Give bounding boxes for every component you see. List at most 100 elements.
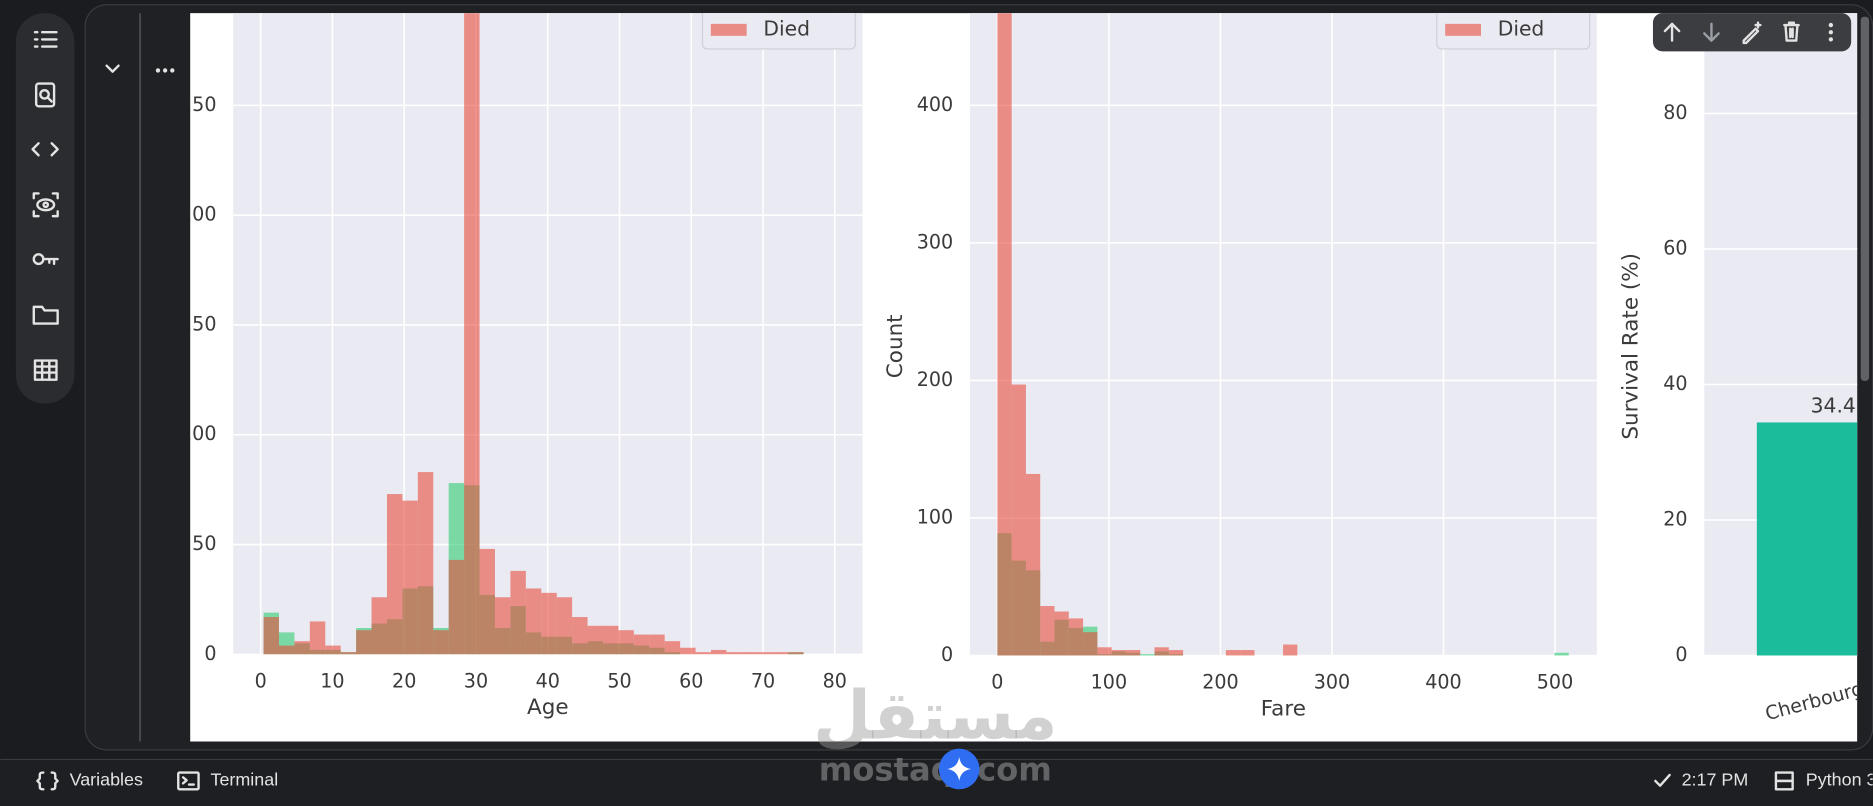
y-tick-label: 0	[204, 642, 216, 665]
legend-label: Died	[1498, 16, 1545, 40]
histogram-bar	[726, 652, 742, 655]
move-down[interactable]	[1703, 22, 1720, 42]
histogram-bar	[633, 634, 650, 655]
sidebar-icons	[31, 31, 59, 381]
plot-marks	[1756, 422, 1858, 656]
histogram-bar	[618, 630, 634, 655]
toolbar-more[interactable]	[1828, 22, 1834, 42]
runtime-icon[interactable]	[1774, 771, 1794, 791]
histogram-bar	[417, 472, 434, 655]
y-tick-label: 0	[941, 643, 953, 666]
watermark-arabic: مستقل	[813, 677, 1058, 755]
y-tick-label: 150	[180, 312, 216, 335]
x-tick-label: 300	[1314, 671, 1350, 694]
histogram-bar	[602, 625, 619, 655]
data-icon[interactable]	[33, 359, 58, 381]
collapse-button[interactable]	[105, 64, 120, 73]
histogram-bar	[741, 652, 758, 655]
y-tick-label: 200	[917, 368, 953, 391]
histogram-bar	[1054, 611, 1069, 656]
variables-icon[interactable]	[36, 771, 59, 791]
histogram-bar	[587, 625, 603, 655]
y-tick-label: 60	[1663, 236, 1687, 259]
histogram-bar	[649, 634, 665, 655]
y-tick-label: 0	[1675, 643, 1687, 666]
y-axis-label: Survival Rate (%)	[1618, 253, 1643, 440]
inspect-icon[interactable]	[32, 192, 59, 218]
terminal-icon[interactable]	[177, 771, 200, 791]
x-tick-label: 70	[751, 669, 775, 692]
y-tick-label: 50	[192, 532, 216, 555]
status-items: Variables Terminal 2:17 PM Python 3	[36, 770, 1873, 791]
histogram-bar	[494, 597, 511, 655]
terminal-button[interactable]: Terminal	[211, 770, 279, 790]
x-tick-label: 50	[607, 669, 631, 692]
assistant-icon	[947, 757, 972, 781]
x-tick-label: 0	[991, 671, 1003, 694]
code-icon[interactable]	[31, 142, 59, 157]
histogram-bar	[1168, 650, 1184, 656]
histogram-bar	[1068, 618, 1084, 656]
histogram-bar	[386, 494, 403, 655]
scrollbar[interactable]	[1860, 16, 1870, 381]
status-bar	[0, 759, 1873, 806]
histogram-bar	[1025, 473, 1041, 656]
secrets-icon[interactable]	[32, 253, 59, 266]
histogram-bar	[479, 548, 495, 655]
x-tick-label: 10	[320, 669, 344, 692]
histogram-bar	[1111, 650, 1126, 656]
move-up[interactable]	[1663, 22, 1681, 42]
histogram-bar	[1154, 647, 1169, 656]
x-tick-label: 80	[823, 669, 847, 692]
histogram-bar	[1011, 384, 1026, 656]
variables-button[interactable]: Variables	[70, 770, 143, 790]
find-icon[interactable]	[34, 82, 56, 108]
delete[interactable]	[1783, 21, 1800, 42]
x-axis-label: Fare	[1261, 696, 1306, 721]
x-tick-label: 400	[1425, 671, 1461, 694]
bar	[1756, 422, 1858, 656]
toc-icon[interactable]	[33, 31, 58, 48]
watermark-latin: mostaql.com	[819, 750, 1052, 788]
y-tick-label: 20	[1663, 508, 1687, 531]
histogram-bar	[340, 652, 357, 655]
histogram-bar	[278, 645, 295, 655]
edit[interactable]	[1742, 21, 1762, 45]
histogram-bar	[1240, 650, 1255, 656]
more-button[interactable]	[155, 68, 175, 73]
plot-marks	[997, 13, 1569, 656]
files-icon[interactable]	[32, 305, 59, 325]
histogram-bar	[572, 617, 588, 655]
x-tick-label: 0	[255, 669, 267, 692]
y-tick-label: 200	[180, 203, 216, 226]
histogram-bar	[772, 652, 789, 655]
histogram-bar	[541, 592, 557, 655]
y-tick-label: 100	[180, 422, 216, 445]
legend-box	[701, 13, 856, 50]
x-tick-label: 100	[1091, 671, 1127, 694]
sidebar	[15, 13, 75, 404]
histogram-bar	[525, 588, 542, 655]
execution-time[interactable]: 2:17 PM	[1682, 770, 1749, 790]
chart-panel: 0 50 100 150 200 250 0 10 20 30 40 50 60 70 80 Age Died	[180, 13, 863, 720]
histogram-bar	[1225, 650, 1241, 656]
x-tick-label: 40	[536, 669, 560, 692]
x-axis-label: Age	[527, 695, 569, 720]
plot-background	[969, 13, 1597, 656]
x-tick-label: 500	[1537, 671, 1573, 694]
y-tick-label: 300	[917, 230, 953, 253]
chart-panel: 0 100 200 300 400 0 100 200 300 400 500 Fare Count Di…	[883, 13, 1597, 721]
legend-swatch	[710, 23, 747, 36]
y-tick-label: 400	[917, 93, 953, 116]
histogram-bar	[680, 647, 696, 655]
histogram-bar	[664, 641, 681, 655]
legend-box	[1436, 13, 1591, 50]
histogram-bar	[997, 13, 1012, 656]
runtime-button[interactable]: Python 3	[1806, 770, 1873, 790]
histogram-bar	[371, 597, 387, 655]
histogram-bar	[695, 652, 711, 655]
histogram-bar	[448, 559, 465, 655]
